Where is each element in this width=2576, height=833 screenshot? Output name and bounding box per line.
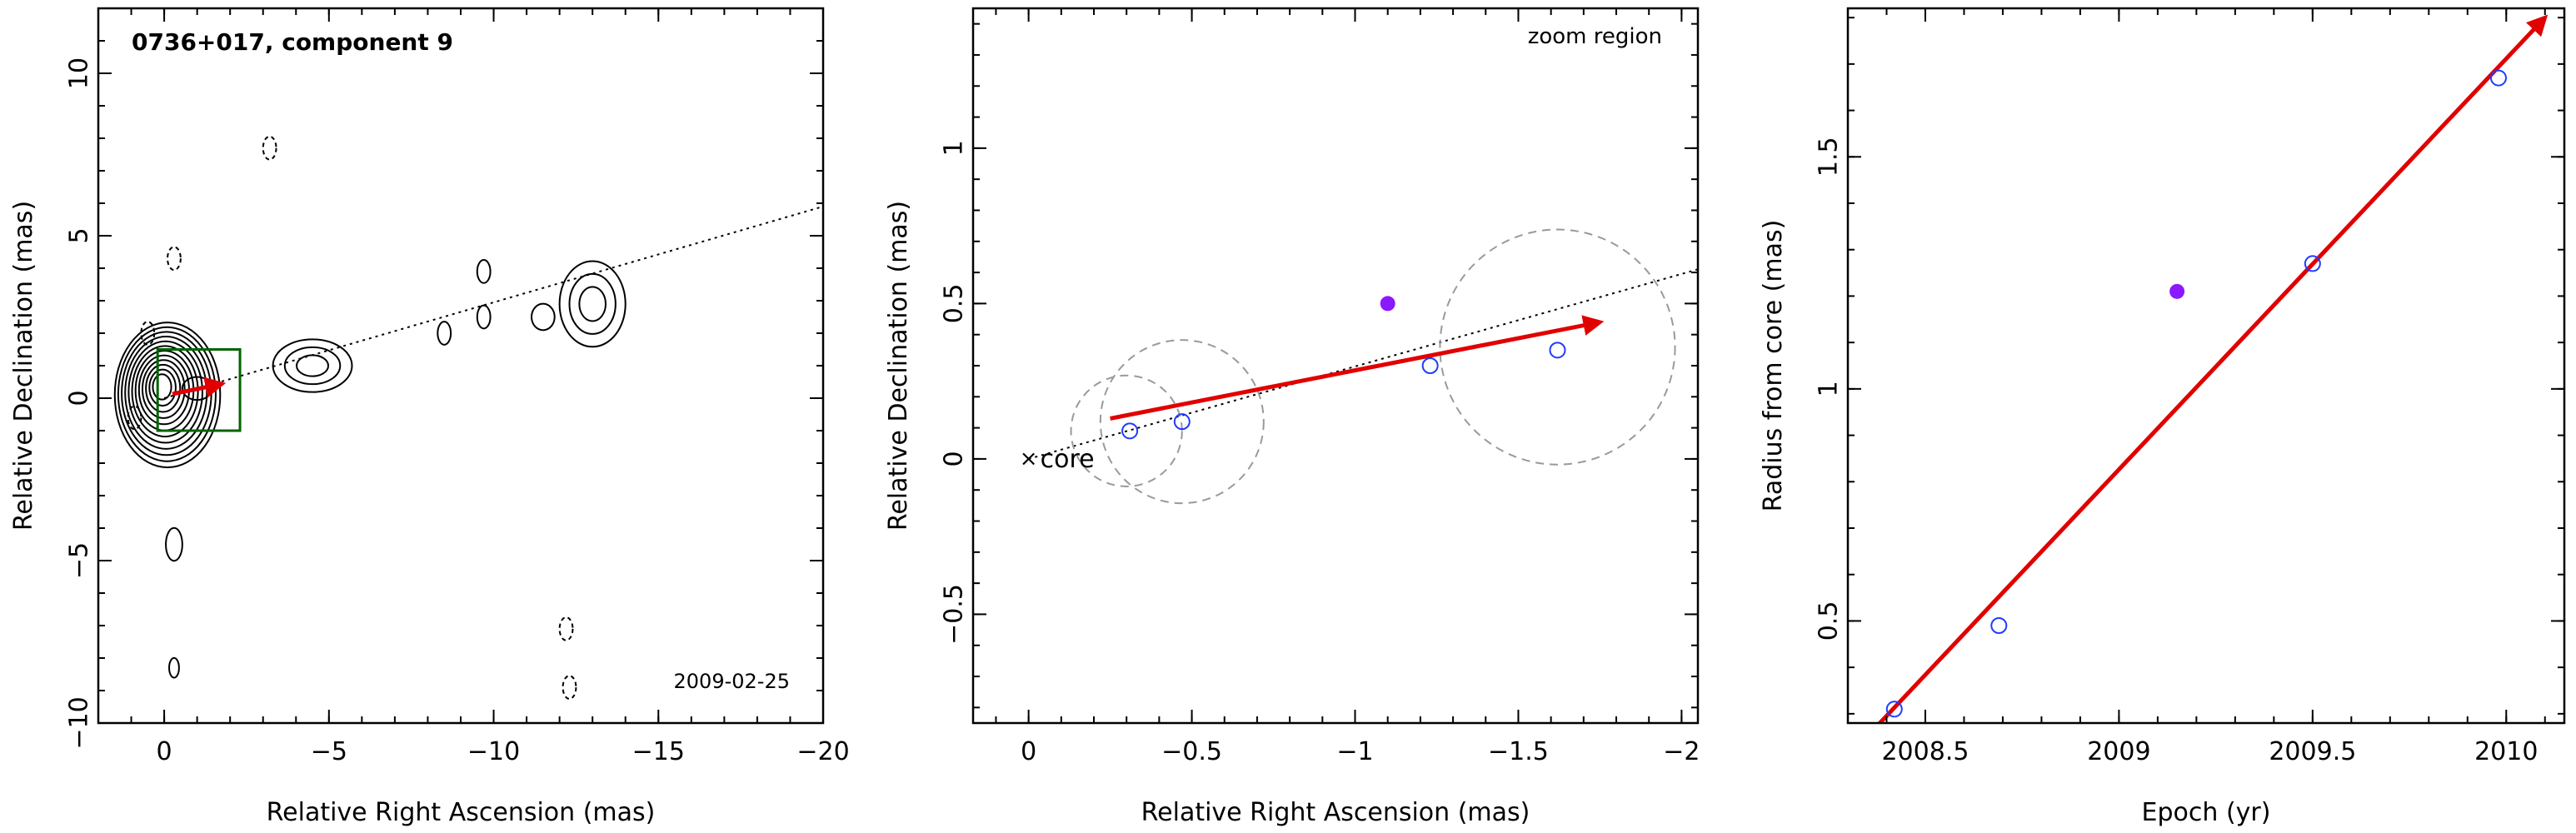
panel-3-data <box>1876 14 2549 723</box>
core-contour <box>131 345 199 438</box>
core-contour <box>113 322 222 469</box>
ridge-line <box>1028 268 1698 460</box>
data-point-filled <box>1380 296 1395 312</box>
xtick-label: −20 <box>796 737 849 766</box>
panel-3-xlabel: Epoch (yr) <box>2142 798 2271 827</box>
jet-contour <box>168 656 180 679</box>
xtick-label: −0.5 <box>1161 737 1222 766</box>
data-point-open <box>1549 342 1566 359</box>
data-point-open <box>1421 357 1439 374</box>
jet-contour <box>568 272 617 335</box>
data-point-open <box>2489 69 2507 87</box>
ytick-label: 0 <box>65 390 94 406</box>
core-contour <box>145 363 182 413</box>
panel-radius-vs-epoch: 2008.5 2009 2009.5 2010 0.5 1 1.5 Epoch (yr) R… <box>1759 7 2566 827</box>
negative-contour <box>140 321 156 346</box>
jet-contour <box>437 321 452 346</box>
jet-contour <box>165 526 183 562</box>
panel-1-ticks: 0 −5 −10 −15 −20 −10 −5 0 5 10 <box>65 7 850 766</box>
xtick-label: 2009 <box>2087 737 2150 766</box>
panel-1-ylabel: Relative Declination (mas) <box>9 201 38 531</box>
panel-zoom-region: × 0 −0.5 −1 −1.5 −2 −0.5 0 0.5 1 zoom region cor… <box>884 7 1700 827</box>
data-point-open <box>1990 617 2008 634</box>
negative-contour <box>558 616 574 641</box>
panel-2-ticks: 0 −0.5 −1 −1.5 −2 −0.5 0 0.5 1 <box>940 8 1700 766</box>
jet-contour <box>558 260 627 348</box>
uncertainty-circle <box>1099 339 1265 505</box>
xtick-label: −15 <box>632 737 685 766</box>
ytick-label: −10 <box>65 696 94 749</box>
ytick-label: 10 <box>65 57 94 89</box>
negative-contour <box>562 675 577 700</box>
data-point-open <box>1121 422 1139 440</box>
ytick-label: 0.5 <box>940 284 969 324</box>
jet-contour <box>531 302 556 332</box>
fit-arrow <box>1876 14 2549 723</box>
core-contour <box>152 373 172 401</box>
panel-2-xlabel: Relative Right Ascension (mas) <box>1141 798 1530 827</box>
ytick-label: 1 <box>940 140 969 156</box>
uncertainty-circle <box>1439 228 1676 466</box>
panel-1-title: 0736+017, component 9 <box>132 28 453 56</box>
panel-2-data: × <box>1020 228 1698 505</box>
jet-contour <box>476 259 492 284</box>
panel-2-ylabel: Relative Declination (mas) <box>884 201 913 531</box>
motion-arrow <box>1110 315 1605 421</box>
core-marker: × <box>1020 446 1038 471</box>
jet-contour <box>476 304 492 330</box>
panel-3-frame <box>1846 7 2566 725</box>
jet-contour <box>283 346 342 386</box>
negative-contour <box>127 405 142 431</box>
uncertainty-circle <box>1070 374 1183 487</box>
data-point-filled <box>2169 283 2185 299</box>
core-contour <box>141 359 186 419</box>
data-point-open <box>1885 701 1903 718</box>
core-contour <box>148 368 177 407</box>
ytick-label: 0 <box>940 451 969 466</box>
ytick-label: 5 <box>65 227 94 243</box>
motion-arrow <box>172 377 227 398</box>
panel-3-ticks: 2008.5 2009 2009.5 2010 0.5 1 1.5 <box>1815 8 2564 766</box>
panel-contour-map: 0 −5 −10 −15 −20 −10 −5 0 5 10 0736+017, componen… <box>9 7 850 827</box>
xtick-label: −2 <box>1663 737 1700 766</box>
panel-2-annotation: zoom region <box>1528 24 1662 49</box>
xtick-label: −5 <box>311 737 347 766</box>
xtick-label: −1.5 <box>1488 737 1549 766</box>
data-point-open <box>2304 255 2321 272</box>
ytick-label: −0.5 <box>940 584 969 645</box>
jet-contour <box>296 354 330 377</box>
xtick-label: 2010 <box>2474 737 2538 766</box>
core-contour <box>127 340 203 444</box>
xtick-label: 2009.5 <box>2269 737 2356 766</box>
jet-contour <box>578 286 607 322</box>
ytick-label: −5 <box>65 542 94 579</box>
ytick-label: 1.5 <box>1815 137 1844 177</box>
xtick-label: 2008.5 <box>1881 737 1969 766</box>
panel-2-frame <box>971 7 1700 725</box>
panel-1-xlabel: Relative Right Ascension (mas) <box>267 798 656 827</box>
zoom-box <box>156 348 242 432</box>
ytick-label: 1 <box>1815 381 1844 397</box>
ridge-line <box>163 205 823 399</box>
jet-contour <box>272 338 353 393</box>
negative-contour <box>262 135 277 161</box>
panel-1-data <box>113 135 823 700</box>
negative-contour <box>167 246 182 272</box>
panel-1-date-label: 2009-02-25 <box>674 670 790 693</box>
xtick-label: 0 <box>157 737 172 766</box>
xtick-label: −10 <box>467 737 520 766</box>
data-point-open <box>1173 413 1191 431</box>
core-contour <box>124 336 208 450</box>
ytick-label: 0.5 <box>1815 601 1844 641</box>
xtick-label: 0 <box>1021 737 1036 766</box>
core-label: core <box>1041 445 1095 474</box>
panel-3-ylabel: Radius from core (mas) <box>1759 220 1788 512</box>
xtick-label: −1 <box>1336 737 1373 766</box>
